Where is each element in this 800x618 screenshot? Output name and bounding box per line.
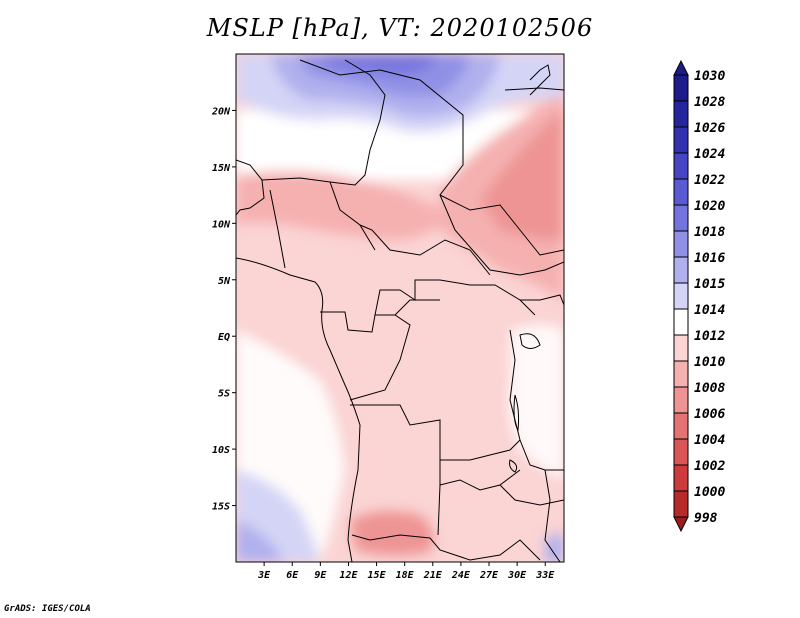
- lon-tick-label: 24E: [451, 570, 471, 581]
- lon-tick-label: 9E: [314, 570, 327, 581]
- lon-tick-label: 12E: [339, 570, 358, 581]
- colorbar-label: 998: [694, 511, 718, 526]
- colorbar: 1030 1028 1026 1024 1022 1020 1018 1016 1015 1014…: [673, 59, 725, 533]
- lon-tick-label: 15E: [368, 570, 387, 581]
- colorbar-swatch: [673, 126, 689, 154]
- lat-tick-label: 15S: [212, 502, 230, 513]
- colorbar-label: 1002: [694, 459, 725, 474]
- map-frame: [235, 53, 565, 563]
- colorbar-label: 1000: [694, 485, 725, 500]
- credit-label: GrADS: IGES/COLA: [4, 604, 91, 614]
- colorbar-label: 1006: [694, 407, 725, 422]
- colorbar-swatch: [673, 360, 689, 388]
- map-title: MSLP [hPa], VT: 2020102506: [206, 14, 594, 42]
- colorbar-label: 1014: [694, 303, 725, 318]
- latitude-axis: 20N 15N 10N 5N EQ 5S 10S 15S: [211, 106, 236, 513]
- lat-tick-label: 20N: [211, 106, 231, 117]
- lat-tick-label: 10N: [212, 219, 231, 230]
- lon-tick-label: 21E: [423, 570, 443, 581]
- colorbar-swatch: [673, 100, 689, 128]
- colorbar-label: 1016: [694, 251, 725, 266]
- colorbar-swatch: [673, 308, 689, 336]
- colorbar-label: 1015: [694, 277, 725, 292]
- colorbar-swatch: [673, 282, 689, 310]
- colorbar-swatch: [673, 334, 689, 362]
- colorbar-swatch: [673, 74, 689, 102]
- colorbar-swatch: [673, 438, 689, 466]
- lon-tick-label: 30E: [507, 570, 527, 581]
- pressure-field: [236, 54, 564, 562]
- lon-tick-label: 33E: [535, 570, 555, 581]
- colorbar-label: 1012: [694, 329, 725, 344]
- lat-tick-label: 5S: [218, 389, 230, 400]
- lat-tick-label: 5N: [218, 276, 231, 287]
- colorbar-swatch: [673, 230, 689, 258]
- lon-tick-label: 18E: [396, 570, 415, 581]
- colorbar-swatch: [673, 178, 689, 206]
- colorbar-swatch: [673, 152, 689, 180]
- colorbar-label: 1030: [694, 69, 725, 84]
- country-borders: [236, 59, 564, 562]
- colorbar-swatch: [673, 412, 689, 440]
- colorbar-label: 1022: [694, 173, 725, 188]
- colorbar-swatch: [673, 490, 689, 518]
- colorbar-swatch: [673, 386, 689, 414]
- colorbar-bottom-arrow: [673, 516, 689, 533]
- colorbar-label: 1024: [694, 147, 725, 162]
- colorbar-swatch: [673, 256, 689, 284]
- colorbar-swatch: [673, 464, 689, 492]
- colorbar-label: 1010: [694, 355, 725, 370]
- lat-tick-label: 15N: [212, 163, 231, 174]
- lat-tick-label: 10S: [212, 445, 230, 456]
- colorbar-label: 1020: [694, 199, 725, 214]
- colorbar-swatch: [673, 204, 689, 232]
- colorbar-label: 1018: [694, 225, 725, 240]
- lon-tick-label: 6E: [286, 570, 299, 581]
- longitude-axis: 3E 6E 9E 12E 15E 18E 21E 24E 27E 30E 33E: [257, 562, 555, 581]
- lat-tick-label: EQ: [218, 332, 230, 343]
- colorbar-top-arrow: [673, 59, 689, 76]
- lon-tick-label: 3E: [257, 570, 271, 581]
- colorbar-label: 1004: [694, 433, 725, 448]
- colorbar-label: 1008: [694, 381, 725, 396]
- colorbar-label: 1026: [694, 121, 725, 136]
- colorbar-label: 1028: [694, 95, 725, 110]
- lon-tick-label: 27E: [479, 570, 499, 581]
